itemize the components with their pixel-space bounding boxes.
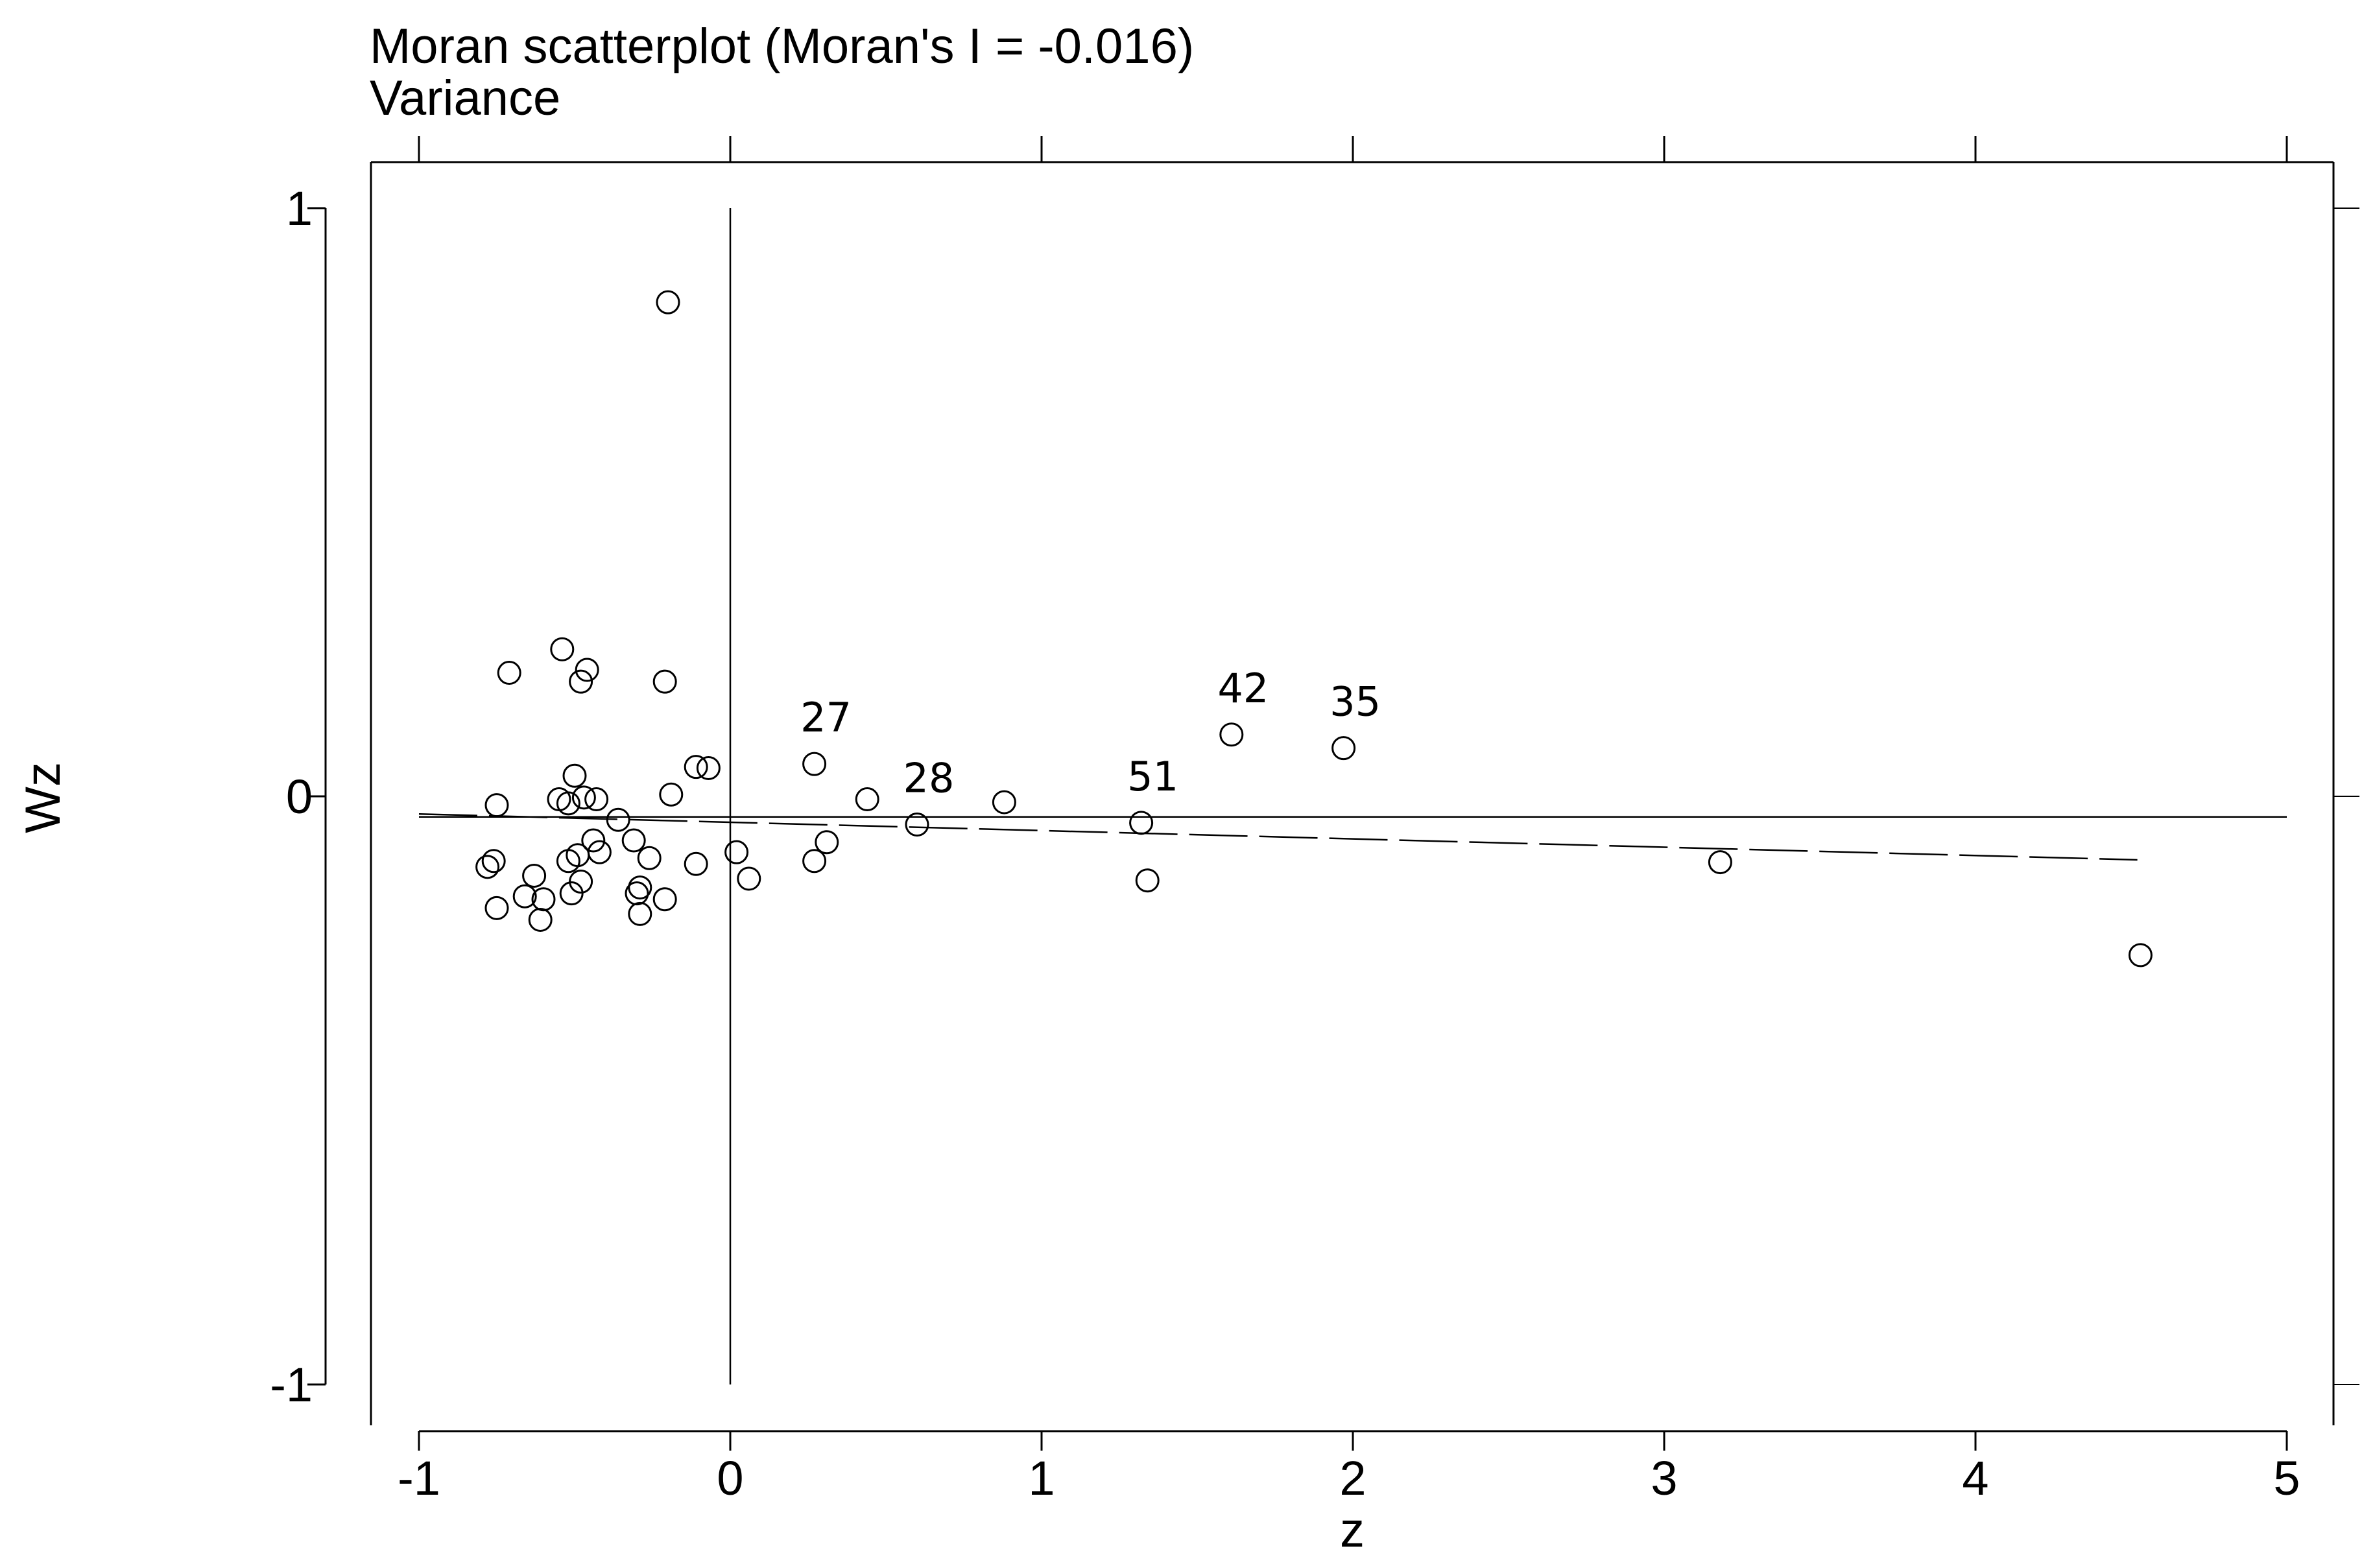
data-point [628,901,652,926]
data-point [550,637,575,661]
data-point [475,855,500,879]
point-label: 28 [903,755,955,802]
data-point [652,887,677,912]
data-point [737,866,761,891]
data-point [1331,736,1356,761]
point-label: 27 [800,694,852,741]
x-tick-label: 5 [2273,1451,2300,1505]
data-point [1219,722,1244,747]
data-point [571,785,596,810]
point-labels-layer: 27 28 51 42 35 [800,665,1381,802]
data-point [575,658,599,682]
point-label: 51 [1127,753,1178,800]
y-axis-title: Wz [16,762,71,833]
data-point [684,755,708,779]
y-tick-label: 1 [286,182,313,235]
data-point [1129,811,1154,835]
data-point [1708,850,1732,875]
data-point [484,793,509,818]
data-point [528,907,553,932]
data-point [497,661,521,685]
chart-title: Moran scatterplot (Moran's I = -0.016) [370,19,1194,74]
x-tick-label: 4 [1962,1451,1988,1505]
data-point [481,849,506,873]
data-point [569,669,593,694]
y-tick-label: -1 [270,1358,313,1412]
x-axis-title: z [1340,1503,1365,1558]
data-point [556,791,580,816]
x-tick-label: 2 [1339,1451,1366,1505]
chart-subtitle: Variance [370,71,560,126]
data-point [559,881,584,906]
points-layer [475,290,2153,968]
data-point [637,846,662,870]
data-point [684,851,708,876]
point-label: 42 [1217,665,1269,712]
data-point [696,755,721,780]
data-point [992,790,1016,814]
x-tick-label: 0 [717,1451,743,1505]
data-point [724,840,749,864]
data-point [905,813,929,837]
data-point [625,881,649,906]
data-point [621,828,646,853]
data-point [656,290,680,315]
data-point [556,849,580,873]
point-label: 35 [1330,678,1381,726]
data-point [652,669,677,694]
data-point [484,896,509,920]
data-point [2128,943,2153,968]
data-point [606,807,630,832]
data-point [659,782,684,807]
data-point [584,787,609,812]
fit-line-layer [418,813,2138,861]
data-point [512,884,537,909]
x-tick-label: 3 [1651,1451,1677,1505]
data-point [562,763,587,788]
reference-lines [419,208,2287,1384]
data-point [855,787,879,812]
y-tick-label: 0 [286,770,313,824]
data-point [522,863,547,888]
axes-layer: -1 0 1 2 3 4 5 -1 0 1 [270,136,2359,1505]
fit-line [418,813,2138,861]
data-point [802,752,827,776]
x-tick-label: -1 [398,1451,440,1505]
data-point [802,849,827,873]
data-point [1135,868,1160,893]
data-point [581,828,606,853]
x-tick-label: 1 [1028,1451,1055,1505]
data-point [815,830,839,855]
data-point [628,875,652,900]
data-point [531,887,556,912]
